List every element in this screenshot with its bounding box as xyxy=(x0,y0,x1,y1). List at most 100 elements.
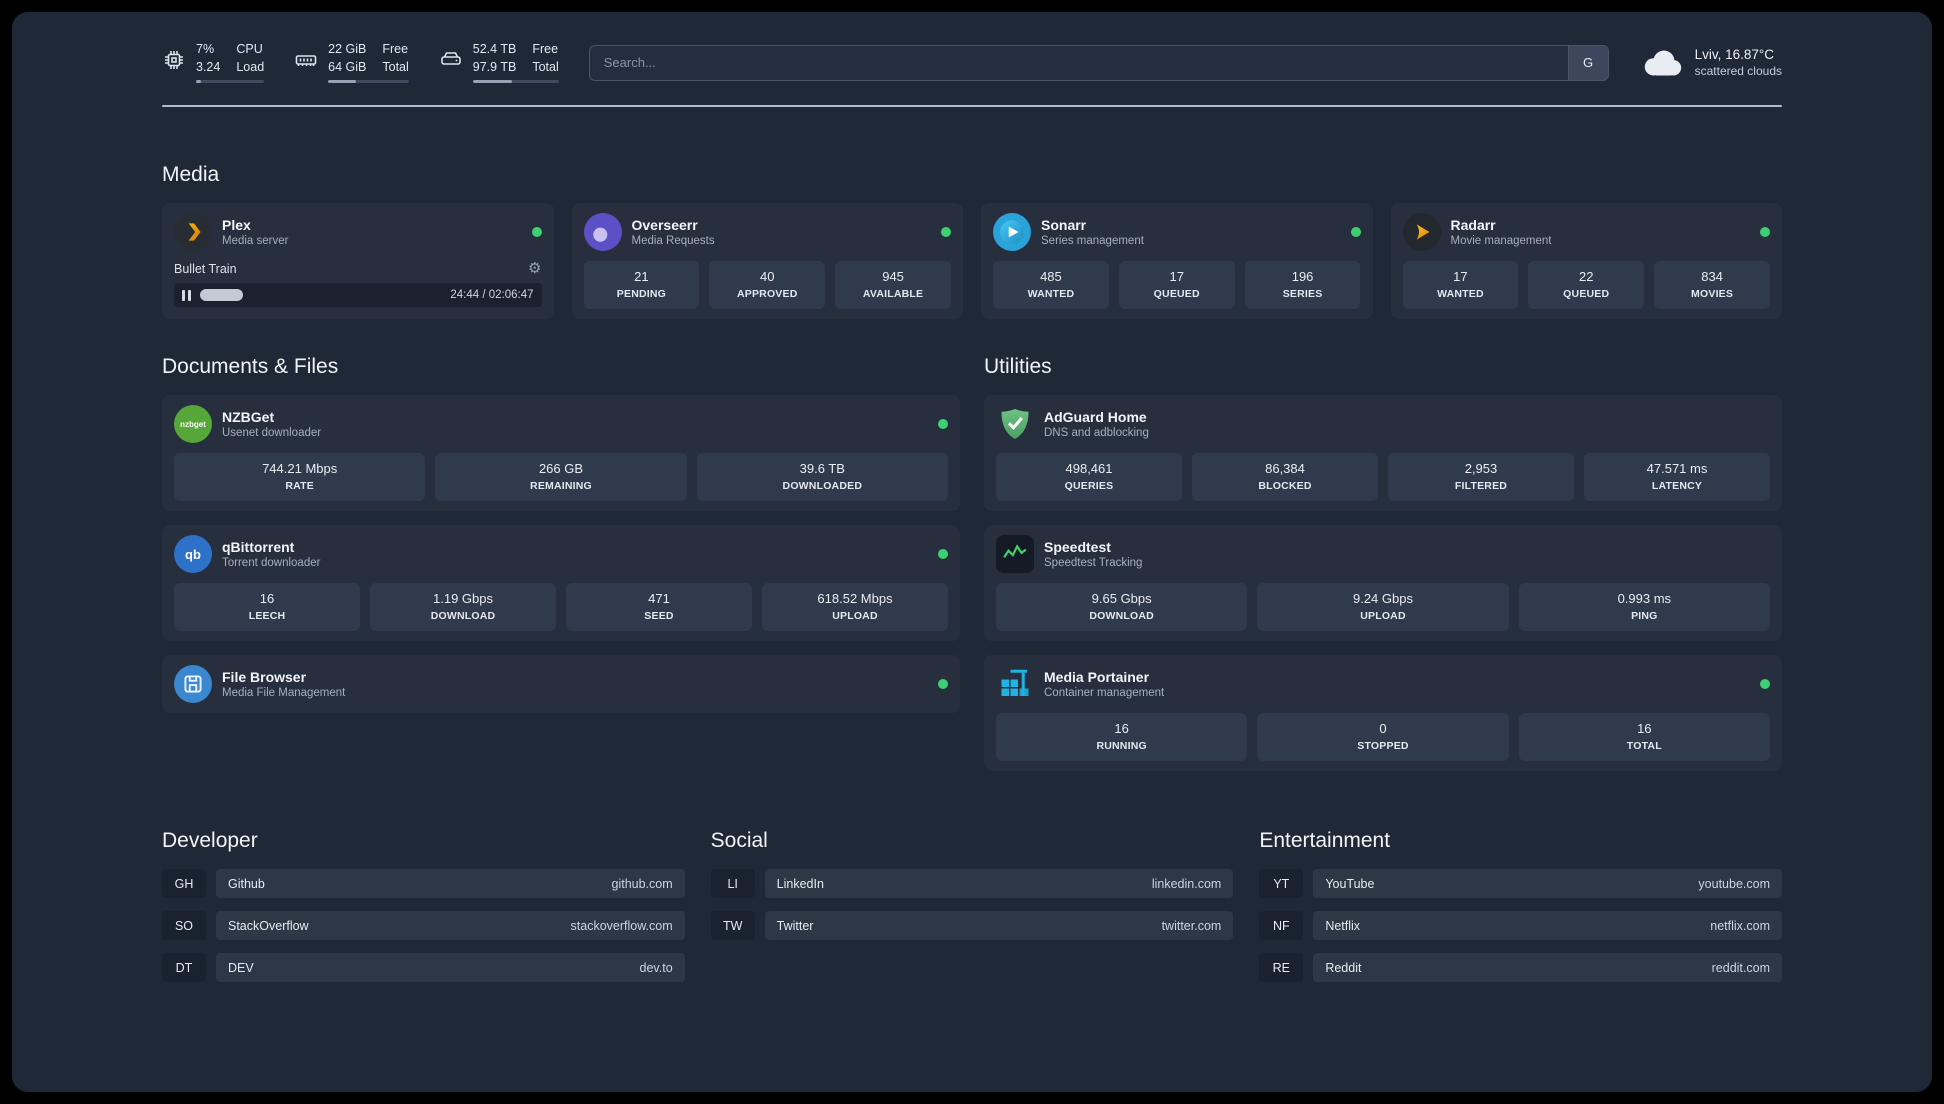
stat-label: UPLOAD xyxy=(1360,610,1406,623)
dashboard-page: 7% CPU 3.24 Load xyxy=(12,12,1932,1092)
app-link-radarr[interactable]: Radarr Movie management xyxy=(1402,213,1770,252)
stat-label: DOWNLOAD xyxy=(430,610,496,623)
cpu-label-bottom: Load xyxy=(236,59,265,74)
disk-label-top: Free xyxy=(532,42,559,56)
bookmark-url: twitter.com xyxy=(1161,918,1222,933)
app-link-speedtest[interactable]: Speedtest Speedtest Tracking xyxy=(996,535,1770,574)
app-card-plex: Plex Media server Bullet Train ⚙ 24:44 /… xyxy=(162,203,554,320)
ram-label-top: Free xyxy=(382,42,409,56)
stat-value: 266 GB xyxy=(538,461,584,477)
stat-value: 40 xyxy=(760,269,775,285)
app-link-adguard[interactable]: AdGuard Home DNS and adblocking xyxy=(996,405,1770,443)
app-subtitle: DNS and adblocking xyxy=(1044,427,1149,440)
pause-button[interactable] xyxy=(182,289,191,301)
stat-box: 196 SERIES xyxy=(1244,261,1361,310)
search-engine-button[interactable]: G xyxy=(1567,45,1608,80)
stat-value: 9.65 Gbps xyxy=(1091,591,1152,607)
bookmark-name: Reddit xyxy=(1325,960,1362,975)
bookmark-name: LinkedIn xyxy=(776,876,824,891)
bookmark-abbr: TW xyxy=(710,911,755,941)
app-name: NZBGet xyxy=(222,409,275,426)
bookmark-abbr: YT xyxy=(1259,869,1304,899)
stat-value: 0 xyxy=(1379,721,1387,737)
stat-box: 9.24 Gbps UPLOAD xyxy=(1257,583,1509,632)
stat-box: 39.6 TB DOWNLOADED xyxy=(696,453,948,502)
bookmark-reddit[interactable]: RE Reddit reddit.com xyxy=(1259,953,1782,983)
weather-condition: scattered clouds xyxy=(1694,64,1782,79)
bookmark-twitter[interactable]: TW Twitter twitter.com xyxy=(710,911,1234,941)
bookmark-netflix[interactable]: NF Netflix netflix.com xyxy=(1259,911,1782,941)
cpu-widget: 7% CPU 3.24 Load xyxy=(162,42,265,84)
app-subtitle: Media File Management xyxy=(222,687,346,700)
stat-value: 22 xyxy=(1579,269,1594,285)
app-card-portainer: Media Portainer Container management 16 … xyxy=(984,655,1782,772)
bookmark-youtube[interactable]: YT YouTube youtube.com xyxy=(1259,869,1782,899)
app-link-overseerr[interactable]: Overseerr Media Requests xyxy=(583,213,951,252)
stat-label: SEED xyxy=(644,610,674,623)
app-link-nzbget[interactable]: nzbget NZBGet Usenet downloader xyxy=(174,405,948,444)
bookmark-name: Twitter xyxy=(776,918,814,933)
app-subtitle: Usenet downloader xyxy=(222,427,322,440)
bookmark-linkedin[interactable]: LI LinkedIn linkedin.com xyxy=(710,869,1234,899)
ram-label-bottom: Total xyxy=(382,59,409,74)
stat-value: 471 xyxy=(648,591,670,607)
stat-box: 17 QUEUED xyxy=(1118,261,1235,310)
disk-widget: 52.4 TB Free 97.9 TB Total xyxy=(439,42,559,84)
bookmark-github[interactable]: GH Github github.com xyxy=(162,869,685,899)
bookmark-abbr: LI xyxy=(710,869,755,899)
middle-columns: Documents & Files nzbget NZBGet Usenet d… xyxy=(162,319,1782,772)
app-card-qbittorrent: qb qBittorrent Torrent downloader 16 xyxy=(162,525,960,642)
cpu-usage-bar xyxy=(196,80,265,84)
app-link-portainer[interactable]: Media Portainer Container management xyxy=(996,665,1770,703)
ram-usage-bar xyxy=(328,80,409,84)
stat-value: 1.19 Gbps xyxy=(433,591,493,607)
section-title-developer: Developer xyxy=(162,829,258,853)
stat-value: 39.6 TB xyxy=(799,461,845,477)
bookmark-stackoverflow[interactable]: SO StackOverflow stackoverflow.com xyxy=(162,911,685,941)
stat-label: DOWNLOAD xyxy=(1089,610,1154,623)
stat-value: 21 xyxy=(634,269,649,285)
bookmark-name: YouTube xyxy=(1325,876,1375,891)
media-player: 24:44 / 02:06:47 xyxy=(174,283,542,308)
stat-value: 16 xyxy=(1637,721,1652,737)
app-name: Overseerr xyxy=(631,217,698,234)
ram-free: 22 GiB xyxy=(328,42,367,56)
status-dot xyxy=(1760,227,1770,238)
filebrowser-icon xyxy=(174,665,212,704)
app-link-plex[interactable]: Plex Media server xyxy=(174,213,542,252)
stat-value: 16 xyxy=(259,591,275,607)
stat-label: QUEUED xyxy=(1153,288,1200,301)
stat-box: 618.52 Mbps UPLOAD xyxy=(762,583,948,632)
stat-value: 485 xyxy=(1040,269,1062,285)
stat-box: 2,953 FILTERED xyxy=(1388,453,1574,502)
stat-box: 266 GB REMAINING xyxy=(435,453,687,502)
app-card-overseerr: Overseerr Media Requests 21 PENDING 40 A… xyxy=(571,203,963,320)
section-title-social: Social xyxy=(710,829,768,853)
bookmark-url: stackoverflow.com xyxy=(570,918,673,933)
app-link-qbittorrent[interactable]: qb qBittorrent Torrent downloader xyxy=(174,535,948,574)
playback-progress-bar[interactable] xyxy=(200,289,441,302)
bookmark-abbr: NF xyxy=(1259,911,1304,941)
settings-gear-icon[interactable]: ⚙ xyxy=(528,260,542,278)
section-title-media: Media xyxy=(162,163,220,187)
disk-usage-bar xyxy=(472,80,559,84)
stat-label: UPLOAD xyxy=(832,610,878,623)
app-link-filebrowser[interactable]: File Browser Media File Management xyxy=(174,665,948,704)
bookmark-abbr: SO xyxy=(162,911,206,941)
stat-box: 17 WANTED xyxy=(1402,261,1519,310)
bookmark-url: youtube.com xyxy=(1698,876,1770,891)
stat-label: APPROVED xyxy=(736,288,798,301)
bookmarks-entertainment: Entertainment YT YouTube youtube.com NF … xyxy=(1259,811,1782,995)
now-playing-title: Bullet Train xyxy=(174,261,237,276)
stat-label: RATE xyxy=(285,480,314,493)
app-subtitle: Movie management xyxy=(1450,235,1552,248)
ram-total: 64 GiB xyxy=(328,59,367,74)
bookmark-dev[interactable]: DT DEV dev.to xyxy=(162,953,685,983)
search-bar: G xyxy=(588,44,1609,81)
ram-icon xyxy=(294,42,318,72)
app-link-sonarr[interactable]: Sonarr Series management xyxy=(993,213,1361,252)
stat-label: QUEUED xyxy=(1563,288,1610,301)
search-input[interactable] xyxy=(589,45,1568,80)
stat-value: 196 xyxy=(1291,269,1314,285)
app-card-adguard: AdGuard Home DNS and adblocking 498,461 … xyxy=(984,395,1782,512)
